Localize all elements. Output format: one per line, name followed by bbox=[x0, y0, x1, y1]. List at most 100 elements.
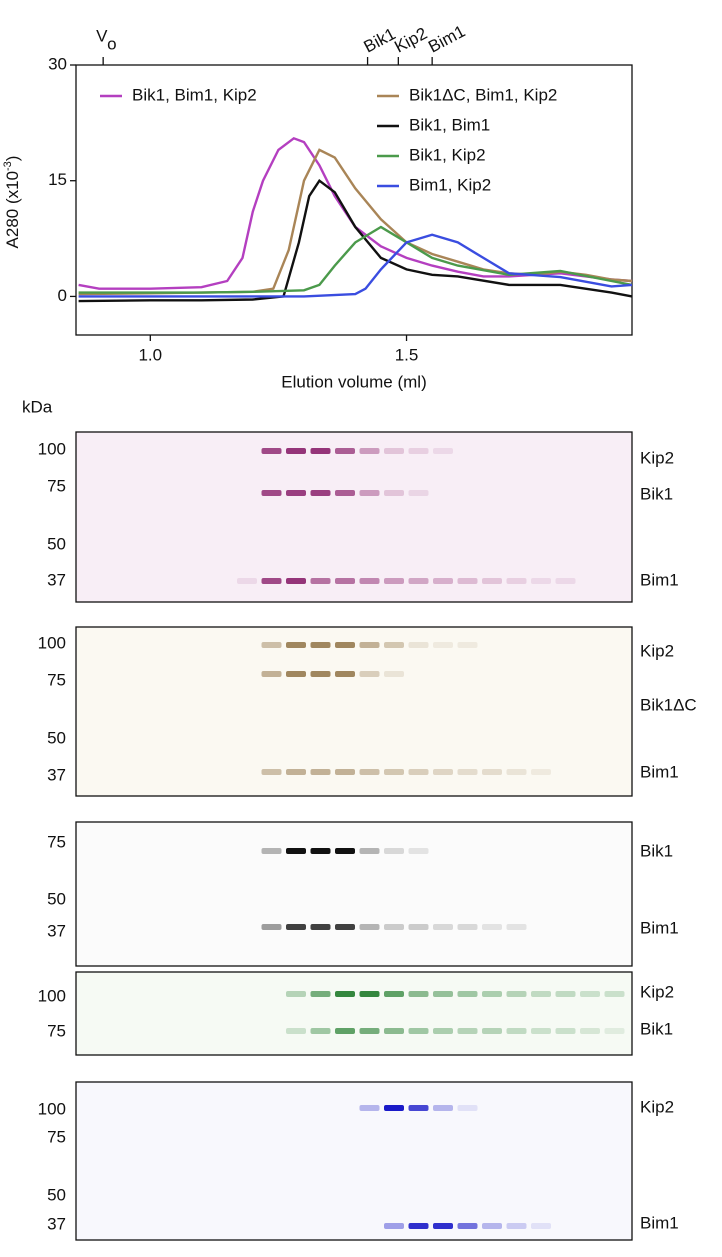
gel-band bbox=[310, 1028, 331, 1034]
mw-label: 75 bbox=[47, 1127, 66, 1146]
gel-band bbox=[457, 578, 478, 584]
gel-band bbox=[384, 671, 404, 677]
mw-label: 37 bbox=[47, 921, 66, 940]
gel-band bbox=[261, 924, 282, 930]
gel-band bbox=[286, 924, 306, 930]
gel-band bbox=[408, 924, 429, 930]
legend-label: Bik1, Bim1, Kip2 bbox=[132, 85, 257, 104]
gel-band bbox=[261, 448, 282, 454]
gel-band bbox=[384, 1223, 404, 1229]
gel-band bbox=[408, 642, 429, 648]
gel-band bbox=[531, 769, 551, 775]
gel-frame bbox=[75, 626, 633, 797]
gel-band bbox=[359, 642, 380, 648]
gel-band bbox=[286, 448, 306, 454]
protein-label: Kip2 bbox=[640, 1097, 674, 1116]
protein-label: Bim1 bbox=[640, 570, 679, 589]
gel-band bbox=[408, 991, 429, 997]
marker-sub: o bbox=[107, 34, 116, 53]
gel-band bbox=[506, 1223, 527, 1229]
gel-band bbox=[261, 848, 282, 854]
gel-band bbox=[433, 642, 453, 648]
gel-band bbox=[408, 1223, 429, 1229]
gel-band bbox=[457, 1223, 478, 1229]
gel-band bbox=[506, 578, 527, 584]
gel-band bbox=[335, 642, 355, 648]
series-line bbox=[78, 178, 633, 303]
mw-label: 50 bbox=[47, 728, 66, 747]
gel-band bbox=[359, 1028, 380, 1034]
series-line bbox=[78, 136, 633, 290]
gel-band bbox=[433, 1223, 453, 1229]
gel-band bbox=[457, 991, 478, 997]
mw-label: 100 bbox=[38, 1099, 66, 1118]
gel-band bbox=[408, 769, 429, 775]
gel-band bbox=[384, 848, 404, 854]
gel-band bbox=[604, 1028, 625, 1034]
gel-band bbox=[433, 991, 453, 997]
gel-band bbox=[433, 924, 453, 930]
gel-band bbox=[335, 924, 355, 930]
gel-frame bbox=[75, 971, 633, 1056]
gel-band bbox=[286, 490, 306, 496]
mw-label: 75 bbox=[47, 1021, 66, 1040]
gel-band bbox=[359, 1105, 380, 1111]
legend-label: Bik1, Bim1 bbox=[409, 115, 490, 134]
gel-band bbox=[310, 671, 331, 677]
gel-band bbox=[506, 924, 527, 930]
gel-band bbox=[506, 769, 527, 775]
gel-band bbox=[335, 671, 355, 677]
mw-label: 37 bbox=[47, 765, 66, 784]
protein-label: Bik1 bbox=[640, 841, 673, 860]
gel-band bbox=[384, 642, 404, 648]
y-axis-label: A280 (x10-3) bbox=[2, 156, 23, 249]
series-line bbox=[78, 233, 633, 298]
gel-band bbox=[531, 1028, 551, 1034]
gel-band bbox=[310, 448, 331, 454]
gel-band bbox=[237, 578, 257, 584]
gel-band bbox=[359, 578, 380, 584]
gel-band bbox=[286, 642, 306, 648]
gel-band bbox=[555, 1028, 576, 1034]
gel-band bbox=[335, 769, 355, 775]
protein-label: Bim1 bbox=[640, 762, 679, 781]
gel-band bbox=[335, 448, 355, 454]
gel-band bbox=[555, 991, 576, 997]
gel-band bbox=[408, 578, 429, 584]
gel-band bbox=[531, 1223, 551, 1229]
gel-band bbox=[335, 848, 355, 854]
legend-label: Bik1, Kip2 bbox=[409, 145, 486, 164]
gel-band bbox=[384, 578, 404, 584]
gel-band bbox=[506, 991, 527, 997]
y-label-end: ) bbox=[3, 156, 22, 162]
protein-label: Bik1ΔC bbox=[640, 695, 697, 714]
gel-band bbox=[482, 1223, 502, 1229]
mw-label: 100 bbox=[38, 633, 66, 652]
gel-band bbox=[408, 848, 429, 854]
gel-band bbox=[310, 924, 331, 930]
gel-band bbox=[384, 991, 404, 997]
gel-band bbox=[286, 578, 306, 584]
gel-band bbox=[335, 1028, 355, 1034]
gel-band bbox=[310, 991, 331, 997]
gel-band bbox=[359, 490, 380, 496]
gel-band bbox=[384, 769, 404, 775]
mw-label: 75 bbox=[47, 832, 66, 851]
gel-band bbox=[433, 1028, 453, 1034]
gel-band bbox=[384, 924, 404, 930]
gel-band bbox=[384, 1028, 404, 1034]
gel-band bbox=[261, 642, 282, 648]
gel-band bbox=[604, 991, 625, 997]
gel-band bbox=[408, 448, 429, 454]
gel-band bbox=[310, 848, 331, 854]
gel-band bbox=[286, 991, 306, 997]
marker-label: V bbox=[96, 26, 108, 45]
gel-band bbox=[359, 671, 380, 677]
protein-label: Kip2 bbox=[640, 982, 674, 1001]
gel-band bbox=[310, 578, 331, 584]
marker-label: Bim1 bbox=[425, 22, 468, 57]
x-axis-label: Elution volume (ml) bbox=[281, 372, 427, 391]
gel-band bbox=[359, 769, 380, 775]
gel-frame bbox=[75, 821, 633, 967]
